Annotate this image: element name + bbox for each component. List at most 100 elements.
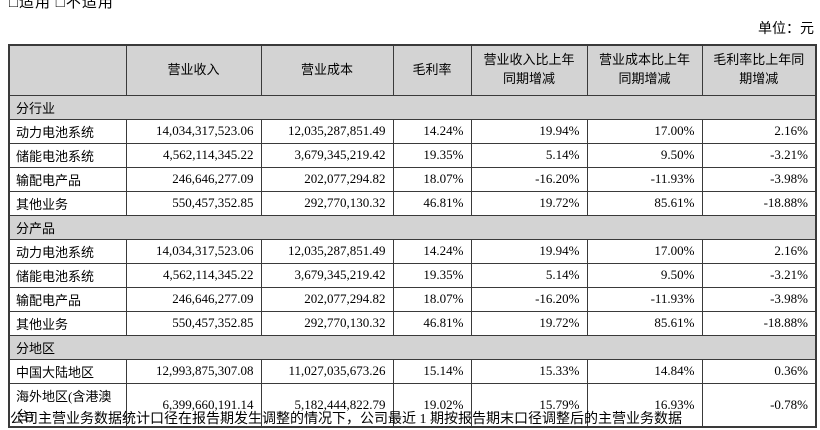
cell-revenue-yoy: 19.94% xyxy=(470,238,588,264)
cell-revenue-yoy: 15.33% xyxy=(470,358,588,384)
table-row: 动力电池系统 14,034,317,523.06 12,035,287,851.… xyxy=(8,118,817,144)
cell-cost-yoy: -11.93% xyxy=(586,286,703,312)
table-row: 动力电池系统 14,034,317,523.06 12,035,287,851.… xyxy=(8,238,817,264)
header-cell-revenue-yoy: 营业收入比上年同期增减 xyxy=(470,44,588,96)
unit-label: 单位：元 xyxy=(758,22,814,37)
cell-gross-margin: 46.81% xyxy=(392,190,472,216)
table-header: 营业收入 营业成本 毛利率 营业收入比上年同期增减 营业成本比上年同期增减 毛利… xyxy=(8,44,817,96)
cell-cost: 292,770,130.32 xyxy=(260,190,394,216)
table-row: 中国大陆地区 12,993,875,307.08 11,027,035,673.… xyxy=(8,358,817,384)
cell-margin-yoy: -3.21% xyxy=(701,262,817,288)
header-cell-margin-yoy: 毛利率比上年同期增减 xyxy=(701,44,817,96)
row-label: 动力电池系统 xyxy=(8,118,127,144)
cell-gross-margin: 19.02% xyxy=(392,382,472,427)
cell-cost: 5,182,444,822.79 xyxy=(260,382,394,427)
cell-revenue-yoy: 19.72% xyxy=(470,310,588,336)
cell-revenue: 550,457,352.85 xyxy=(125,190,262,216)
cell-revenue: 14,034,317,523.06 xyxy=(125,118,262,144)
cell-revenue-yoy: -16.20% xyxy=(470,286,588,312)
table-row: 其他业务 550,457,352.85 292,770,130.32 46.81… xyxy=(8,190,817,216)
cell-gross-margin: 14.24% xyxy=(392,118,472,144)
cell-cost-yoy: 85.61% xyxy=(586,310,703,336)
cell-cost-yoy: 9.50% xyxy=(586,142,703,168)
cell-revenue: 246,646,277.09 xyxy=(125,166,262,192)
cell-cost-yoy: 17.00% xyxy=(586,118,703,144)
cell-cost: 202,077,294.82 xyxy=(260,286,394,312)
cell-margin-yoy: 2.16% xyxy=(701,118,817,144)
cell-cost: 12,035,287,851.49 xyxy=(260,118,394,144)
header-row: 营业收入 营业成本 毛利率 营业收入比上年同期增减 营业成本比上年同期增减 毛利… xyxy=(8,44,817,96)
section-label: 分行业 xyxy=(8,94,817,120)
cell-cost-yoy: 16.93% xyxy=(586,382,703,427)
cell-revenue-yoy: 15.79% xyxy=(470,382,588,427)
section-row-by-region: 分地区 xyxy=(8,334,817,360)
row-label: 动力电池系统 xyxy=(8,238,127,264)
row-label: 输配电产品 xyxy=(8,286,127,312)
cell-margin-yoy: -3.21% xyxy=(701,142,817,168)
cell-cost: 12,035,287,851.49 xyxy=(260,238,394,264)
cell-gross-margin: 19.35% xyxy=(392,142,472,168)
cell-revenue: 14,034,317,523.06 xyxy=(125,238,262,264)
cell-gross-margin: 18.07% xyxy=(392,166,472,192)
table-row: 储能电池系统 4,562,114,345.22 3,679,345,219.42… xyxy=(8,262,817,288)
table-row: 输配电产品 246,646,277.09 202,077,294.82 18.0… xyxy=(8,286,817,312)
cell-cost: 292,770,130.32 xyxy=(260,310,394,336)
row-label: 其他业务 xyxy=(8,310,127,336)
cell-revenue: 12,993,875,307.08 xyxy=(125,358,262,384)
cell-cost-yoy: -11.93% xyxy=(586,166,703,192)
cell-revenue: 550,457,352.85 xyxy=(125,310,262,336)
cell-cost: 11,027,035,673.26 xyxy=(260,358,394,384)
row-label: 其他业务 xyxy=(8,190,127,216)
cell-cost-yoy: 85.61% xyxy=(586,190,703,216)
cell-revenue: 4,562,114,345.22 xyxy=(125,142,262,168)
cell-revenue: 246,646,277.09 xyxy=(125,286,262,312)
row-label: 输配电产品 xyxy=(8,166,127,192)
cell-cost-yoy: 17.00% xyxy=(586,238,703,264)
section-label: 分地区 xyxy=(8,334,817,360)
table-row: 储能电池系统 4,562,114,345.22 3,679,345,219.42… xyxy=(8,142,817,168)
header-cell-cost: 营业成本 xyxy=(260,44,394,96)
row-label: 储能电池系统 xyxy=(8,142,127,168)
cell-gross-margin: 15.14% xyxy=(392,358,472,384)
section-label: 分产品 xyxy=(8,214,817,240)
cell-cost-yoy: 14.84% xyxy=(586,358,703,384)
section-row-by-industry: 分行业 xyxy=(8,94,817,120)
cell-cost: 202,077,294.82 xyxy=(260,166,394,192)
section-row-by-product: 分产品 xyxy=(8,214,817,240)
cell-revenue-yoy: -16.20% xyxy=(470,166,588,192)
table-row: 其他业务 550,457,352.85 292,770,130.32 46.81… xyxy=(8,310,817,336)
cell-revenue-yoy: 5.14% xyxy=(470,142,588,168)
cell-margin-yoy: 2.16% xyxy=(701,238,817,264)
header-cell-cost-yoy: 营业成本比上年同期增减 xyxy=(586,44,703,96)
table-row: 输配电产品 246,646,277.09 202,077,294.82 18.0… xyxy=(8,166,817,192)
cell-margin-yoy: -18.88% xyxy=(701,310,817,336)
cell-gross-margin: 19.35% xyxy=(392,262,472,288)
header-cell-blank xyxy=(8,44,127,96)
cell-margin-yoy: 0.36% xyxy=(701,358,817,384)
applicability-note: □适用 □不适用 xyxy=(9,0,114,11)
cell-revenue-yoy: 5.14% xyxy=(470,262,588,288)
header-cell-gross-margin: 毛利率 xyxy=(392,44,472,96)
cell-revenue: 6,399,660,191.14 xyxy=(125,382,262,427)
cell-revenue: 4,562,114,345.22 xyxy=(125,262,262,288)
row-label: 储能电池系统 xyxy=(8,262,127,288)
header-cell-revenue: 营业收入 xyxy=(125,44,262,96)
cell-cost: 3,679,345,219.42 xyxy=(260,262,394,288)
cell-margin-yoy: -0.78% xyxy=(701,382,817,427)
main-business-table: 营业收入 营业成本 毛利率 营业收入比上年同期增减 营业成本比上年同期增减 毛利… xyxy=(8,44,817,428)
cell-margin-yoy: -3.98% xyxy=(701,286,817,312)
row-label: 海外地区(含港澳台) xyxy=(8,382,127,427)
cell-margin-yoy: -18.88% xyxy=(701,190,817,216)
cell-gross-margin: 18.07% xyxy=(392,286,472,312)
footer-note: 公司主营业务数据统计口径在报告期发生调整的情况下，公司最近 1 期按报告期末口径… xyxy=(10,412,682,427)
cell-revenue-yoy: 19.72% xyxy=(470,190,588,216)
cell-cost-yoy: 9.50% xyxy=(586,262,703,288)
cell-revenue-yoy: 19.94% xyxy=(470,118,588,144)
cell-gross-margin: 46.81% xyxy=(392,310,472,336)
row-label: 中国大陆地区 xyxy=(8,358,127,384)
table-row: 海外地区(含港澳台) 6,399,660,191.14 5,182,444,82… xyxy=(8,382,817,427)
cell-gross-margin: 14.24% xyxy=(392,238,472,264)
cell-margin-yoy: -3.98% xyxy=(701,166,817,192)
cell-cost: 3,679,345,219.42 xyxy=(260,142,394,168)
